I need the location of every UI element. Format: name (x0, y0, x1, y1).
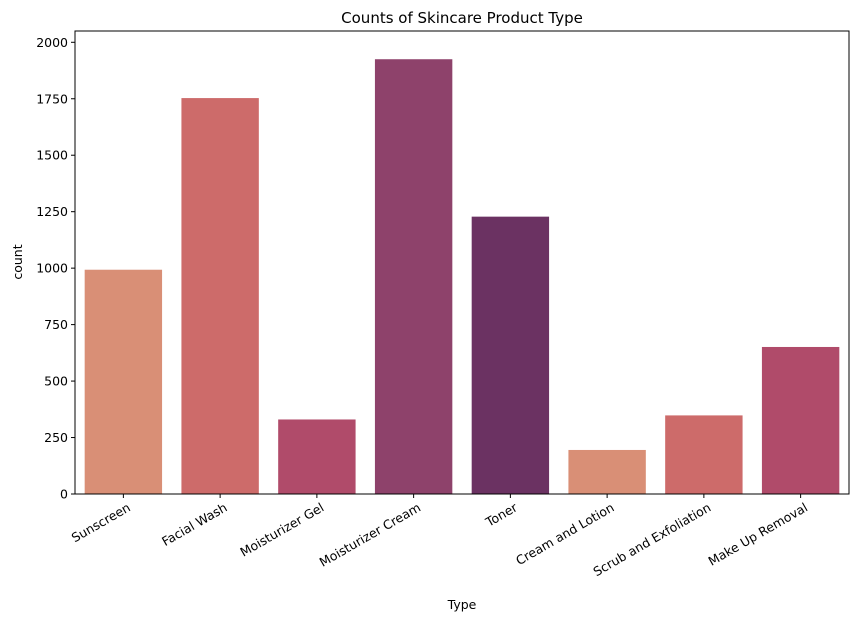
x-tick-label: Facial Wash (159, 500, 230, 549)
plot-frame (74, 30, 850, 495)
y-tick-label: 2000 (36, 35, 68, 50)
bar-moisturizer-gel (278, 419, 356, 494)
x-tick-label: Sunscreen (69, 500, 133, 546)
bar-moisturizer-cream (374, 59, 453, 494)
x-tick-label: Moisturizer Gel (237, 500, 326, 560)
y-tick-label: 1250 (36, 204, 68, 219)
bar-scrub-and-exfoliation (665, 415, 743, 494)
y-axis-label: count (10, 244, 25, 279)
y-tick-label: 250 (44, 430, 68, 445)
x-tick-label: Make Up Removal (706, 500, 811, 569)
bar-facial-wash (181, 98, 259, 494)
chart-title: Counts of Skincare Product Type (341, 9, 583, 27)
x-axis-label: Type (447, 597, 477, 612)
bar-toner (471, 216, 550, 494)
y-axis: 0 250 500 750 1000 1250 1500 1750 2000 (36, 35, 75, 502)
bars-group (84, 59, 840, 494)
x-axis: Sunscreen Facial Wash Moisturizer GelMoist… (69, 494, 810, 579)
y-tick-label: 1000 (36, 261, 68, 276)
x-tick-label: Moisturizer Cream (317, 500, 424, 570)
y-tick-label: 500 (44, 374, 68, 389)
bar-sunscreen (84, 269, 163, 494)
bar-cream-and-lotion (568, 449, 646, 494)
y-tick-label: 0 (60, 487, 68, 502)
x-tick-label: Toner (482, 499, 520, 530)
y-tick-label: 750 (44, 317, 68, 332)
bar-make-up-removal (761, 346, 840, 494)
y-tick-label: 1750 (36, 91, 68, 106)
y-tick-label: 1500 (36, 148, 68, 163)
x-tick-label: Cream and Lotion (513, 500, 617, 568)
